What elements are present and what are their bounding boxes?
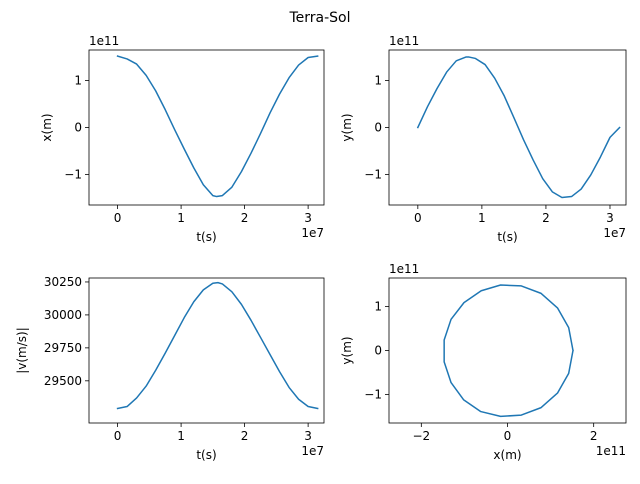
- x-tick-label: 1: [478, 211, 486, 225]
- y-axis-label: x(m): [40, 113, 54, 141]
- subplot-2: 0 1 2 3 −1 0 1 t(s) y(m) 1e11 1e7: [340, 34, 627, 244]
- y-tick-label: 0: [374, 121, 382, 135]
- y-tick-label: 0: [74, 121, 82, 135]
- y-offset-label: 1e11: [389, 34, 419, 48]
- x-tick-label: 3: [606, 211, 614, 225]
- series-line-2-1: [416, 56, 621, 199]
- y-tick-label: 1: [374, 74, 382, 88]
- x-offset-label: 1e11: [596, 444, 626, 458]
- x-tick-label: 2: [241, 211, 249, 225]
- y-axis-label: |v(m/s)|: [15, 327, 29, 374]
- series-line-1-1: [116, 55, 319, 198]
- x-offset-label: 1e7: [301, 444, 324, 458]
- y-tick-label: 1: [74, 74, 82, 88]
- x-tick-label: 0: [504, 429, 512, 443]
- x-offset-label: 1e7: [603, 226, 626, 240]
- y-tick-label: −1: [364, 387, 382, 401]
- x-tick-label: 0: [114, 211, 122, 225]
- x-tick-label: 3: [304, 211, 312, 225]
- axes-frame: [88, 277, 325, 424]
- subplot-3: 0 1 2 3 29500 29750 30000 30250 t(s) |v(m/s)| 1e7: [15, 275, 325, 462]
- subplots: 0 1 2 3 −1 0 1 t(s) x(m) 1e11 1e7 0 1 2 3 −1 0 1 t(s) y(m) 1…: [15, 34, 627, 462]
- x-tick-label: 0: [414, 211, 422, 225]
- x-tick-label: −2: [412, 429, 430, 443]
- x-offset-label: 1e7: [301, 226, 324, 240]
- y-tick-label: 30000: [44, 308, 82, 322]
- x-tick-label: 2: [241, 429, 249, 443]
- y-tick-label: 0: [374, 344, 382, 358]
- y-tick-label: 1: [374, 300, 382, 314]
- series-line-3-1: [116, 281, 319, 410]
- x-tick-label: 3: [304, 429, 312, 443]
- x-axis-label: t(s): [196, 448, 216, 462]
- y-tick-label: −1: [64, 167, 82, 181]
- x-axis-label: x(m): [493, 448, 521, 462]
- y-offset-label: 1e11: [389, 262, 419, 276]
- subplot-4: −2 0 2 −1 0 1 x(m) y(m) 1e11 1e11: [340, 262, 627, 462]
- y-tick-label: 30250: [44, 275, 82, 289]
- x-tick-label: 1: [177, 429, 185, 443]
- y-tick-label: 29500: [44, 374, 82, 388]
- figure-title: Terra-Sol: [288, 10, 350, 26]
- series-line-4-1: [443, 284, 574, 418]
- x-tick-label: 0: [114, 429, 122, 443]
- x-axis-label: t(s): [497, 230, 517, 244]
- y-axis-label: y(m): [340, 336, 354, 364]
- y-tick-label: 29750: [44, 341, 82, 355]
- x-axis-label: t(s): [196, 230, 216, 244]
- y-tick-label: −1: [364, 167, 382, 181]
- x-tick-label: 2: [590, 429, 598, 443]
- x-tick-label: 1: [177, 211, 185, 225]
- y-axis-label: y(m): [340, 113, 354, 141]
- subplot-1: 0 1 2 3 −1 0 1 t(s) x(m) 1e11 1e7: [40, 34, 325, 244]
- y-offset-label: 1e11: [89, 34, 119, 48]
- x-tick-label: 2: [542, 211, 550, 225]
